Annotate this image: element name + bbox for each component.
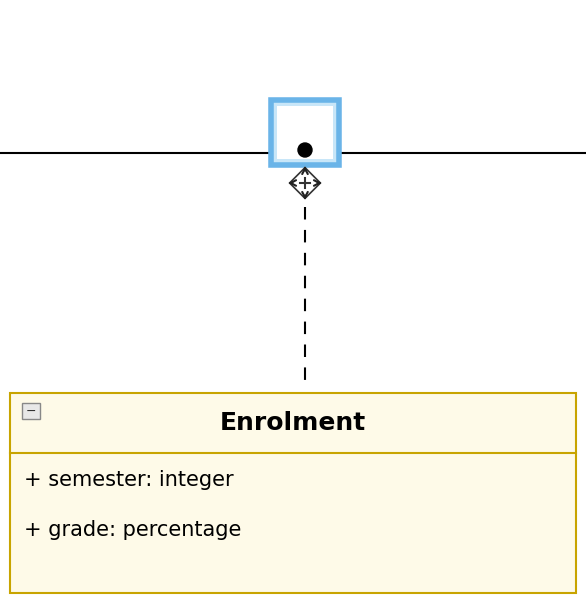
Circle shape [298,143,312,157]
Polygon shape [289,168,321,198]
Text: Enrolment: Enrolment [220,411,366,435]
Bar [277,106,333,159]
Text: −: − [26,404,36,418]
Bar [22,403,40,419]
Bar [271,100,339,165]
Bar [10,393,576,593]
Text: + grade: percentage: + grade: percentage [24,520,241,540]
Text: + semester: integer: + semester: integer [24,470,234,490]
